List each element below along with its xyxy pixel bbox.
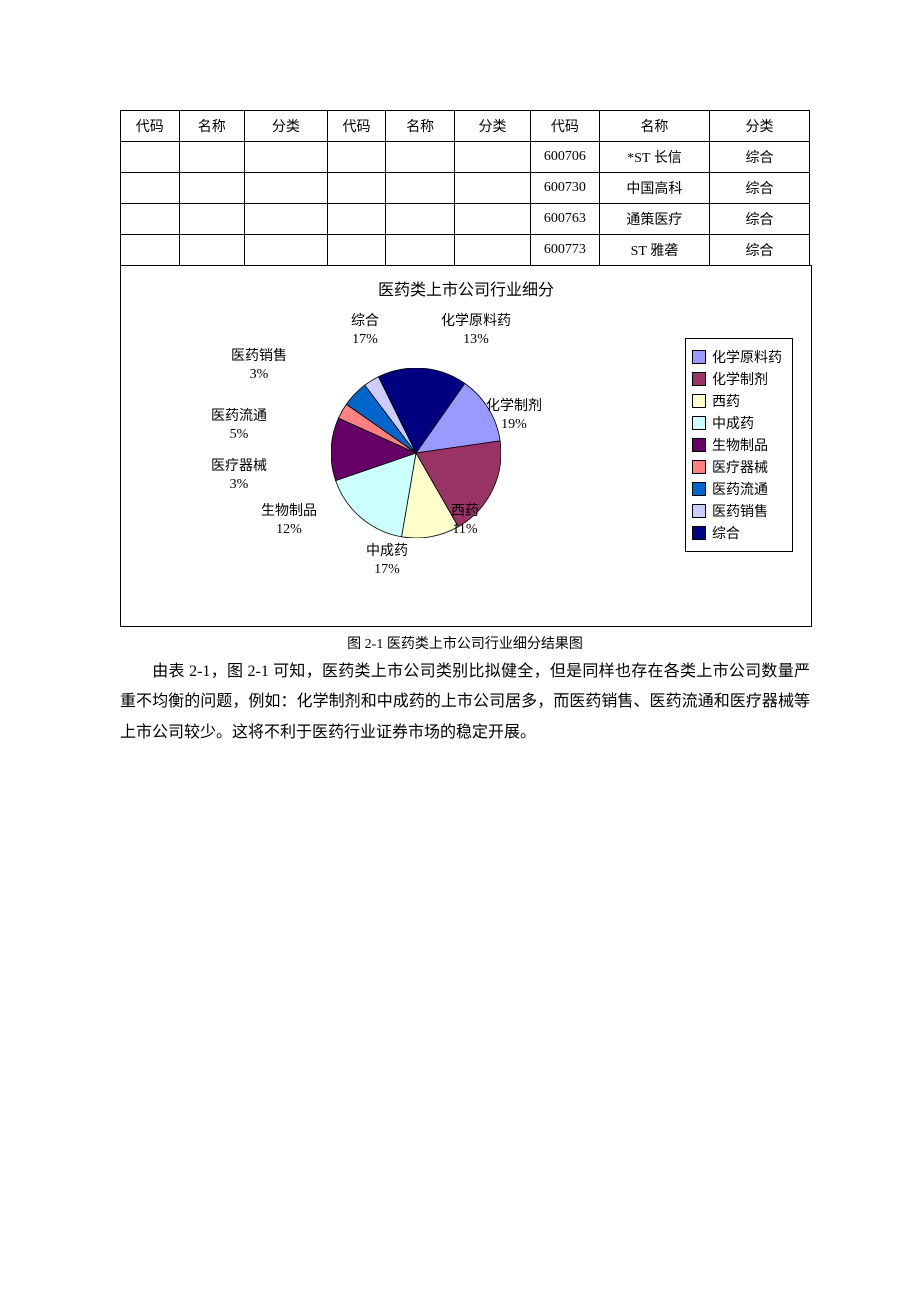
legend-label: 医药流通 bbox=[712, 479, 768, 499]
table-row: 600706*ST 长信综合 bbox=[121, 142, 810, 173]
table-cell bbox=[179, 235, 244, 266]
table-cell: 600706 bbox=[530, 142, 599, 173]
table-cell: 600763 bbox=[530, 204, 599, 235]
table-cell: 通策医疗 bbox=[599, 204, 709, 235]
legend-label: 化学制剂 bbox=[712, 369, 768, 389]
legend-label: 中成药 bbox=[712, 413, 754, 433]
body-paragraph: 由表 2-1，图 2-1 可知，医药类上市公司类别比拟健全，但是同样也存在各类上… bbox=[120, 657, 810, 748]
legend-item: 西药 bbox=[692, 391, 782, 411]
legend-item: 化学制剂 bbox=[692, 369, 782, 389]
pie-slice-label: 化学制剂19% bbox=[486, 398, 542, 433]
legend-label: 化学原料药 bbox=[712, 347, 782, 367]
legend-swatch bbox=[692, 350, 706, 364]
table-cell bbox=[121, 142, 180, 173]
table-cell: 综合 bbox=[710, 235, 810, 266]
table-cell bbox=[455, 142, 531, 173]
table-header-cell: 名称 bbox=[179, 111, 244, 142]
legend-item: 中成药 bbox=[692, 413, 782, 433]
legend-item: 医药流通 bbox=[692, 479, 782, 499]
pie-slice-label: 医药流通5% bbox=[211, 408, 267, 443]
legend-swatch bbox=[692, 460, 706, 474]
table-cell bbox=[121, 204, 180, 235]
chart-body: 化学原料药化学制剂西药中成药生物制品医疗器械医药流通医药销售综合 化学原料药13… bbox=[121, 308, 811, 618]
chart-title: 医药类上市公司行业细分 bbox=[121, 266, 811, 308]
table-header-cell: 分类 bbox=[455, 111, 531, 142]
table-row: 600763通策医疗综合 bbox=[121, 204, 810, 235]
data-table: 代码名称分类代码名称分类代码名称分类 600706*ST 长信综合600730中… bbox=[120, 110, 810, 266]
table-cell bbox=[455, 235, 531, 266]
legend-label: 西药 bbox=[712, 391, 740, 411]
legend-swatch bbox=[692, 416, 706, 430]
pie-slice-label: 生物制品12% bbox=[261, 503, 317, 538]
pie-chart-container: 医药类上市公司行业细分 化学原料药化学制剂西药中成药生物制品医疗器械医药流通医药… bbox=[120, 265, 812, 627]
table-cell bbox=[386, 173, 455, 204]
table-header-row: 代码名称分类代码名称分类代码名称分类 bbox=[121, 111, 810, 142]
legend-item: 医疗器械 bbox=[692, 457, 782, 477]
legend-swatch bbox=[692, 394, 706, 408]
table-cell bbox=[327, 235, 386, 266]
legend-swatch bbox=[692, 482, 706, 496]
legend-swatch bbox=[692, 372, 706, 386]
legend-label: 综合 bbox=[712, 523, 740, 543]
legend-item: 医药销售 bbox=[692, 501, 782, 521]
pie-slice-label: 医疗器械3% bbox=[211, 458, 267, 493]
paragraph-text: 由表 2-1，图 2-1 可知，医药类上市公司类别比拟健全，但是同样也存在各类上… bbox=[120, 663, 810, 741]
table-header-cell: 分类 bbox=[245, 111, 328, 142]
legend-swatch bbox=[692, 526, 706, 540]
legend-label: 医药销售 bbox=[712, 501, 768, 521]
legend-swatch bbox=[692, 438, 706, 452]
table-cell: 综合 bbox=[710, 204, 810, 235]
table-cell bbox=[327, 173, 386, 204]
table-cell bbox=[327, 204, 386, 235]
legend-swatch bbox=[692, 504, 706, 518]
table-header-cell: 代码 bbox=[530, 111, 599, 142]
table-cell bbox=[455, 204, 531, 235]
table-cell bbox=[455, 173, 531, 204]
legend-label: 生物制品 bbox=[712, 435, 768, 455]
table-row: 600773ST 雅砻综合 bbox=[121, 235, 810, 266]
table-cell bbox=[386, 142, 455, 173]
pie-slice-label: 综合17% bbox=[351, 313, 379, 348]
table-cell bbox=[245, 173, 328, 204]
table-cell bbox=[179, 204, 244, 235]
table-cell bbox=[121, 235, 180, 266]
figure-caption: 图 2-1 医药类上市公司行业细分结果图 bbox=[120, 633, 810, 653]
table-cell: 中国高科 bbox=[599, 173, 709, 204]
table-header-cell: 名称 bbox=[599, 111, 709, 142]
legend-item: 化学原料药 bbox=[692, 347, 782, 367]
table-cell: 综合 bbox=[710, 142, 810, 173]
table-cell bbox=[245, 235, 328, 266]
table-cell bbox=[327, 142, 386, 173]
pie-slice-label: 中成药17% bbox=[366, 543, 408, 578]
table-cell bbox=[386, 235, 455, 266]
chart-legend: 化学原料药化学制剂西药中成药生物制品医疗器械医药流通医药销售综合 bbox=[685, 338, 793, 552]
pie-slice-label: 西药11% bbox=[451, 503, 479, 538]
table-header-cell: 名称 bbox=[386, 111, 455, 142]
table-cell bbox=[179, 173, 244, 204]
table-cell bbox=[121, 173, 180, 204]
table-header-cell: 分类 bbox=[710, 111, 810, 142]
legend-label: 医疗器械 bbox=[712, 457, 768, 477]
pie-slice-label: 化学原料药13% bbox=[441, 313, 511, 348]
table-header-cell: 代码 bbox=[121, 111, 180, 142]
table-cell bbox=[245, 142, 328, 173]
table-cell bbox=[386, 204, 455, 235]
legend-item: 生物制品 bbox=[692, 435, 782, 455]
table-cell bbox=[245, 204, 328, 235]
legend-item: 综合 bbox=[692, 523, 782, 543]
table-body: 600706*ST 长信综合600730中国高科综合600763通策医疗综合60… bbox=[121, 142, 810, 266]
table-cell: 600773 bbox=[530, 235, 599, 266]
table-cell: *ST 长信 bbox=[599, 142, 709, 173]
pie-slice-label: 医药销售3% bbox=[231, 348, 287, 383]
table-cell: ST 雅砻 bbox=[599, 235, 709, 266]
table-cell: 综合 bbox=[710, 173, 810, 204]
table-cell: 600730 bbox=[530, 173, 599, 204]
table-row: 600730中国高科综合 bbox=[121, 173, 810, 204]
table-cell bbox=[179, 142, 244, 173]
table-header-cell: 代码 bbox=[327, 111, 386, 142]
